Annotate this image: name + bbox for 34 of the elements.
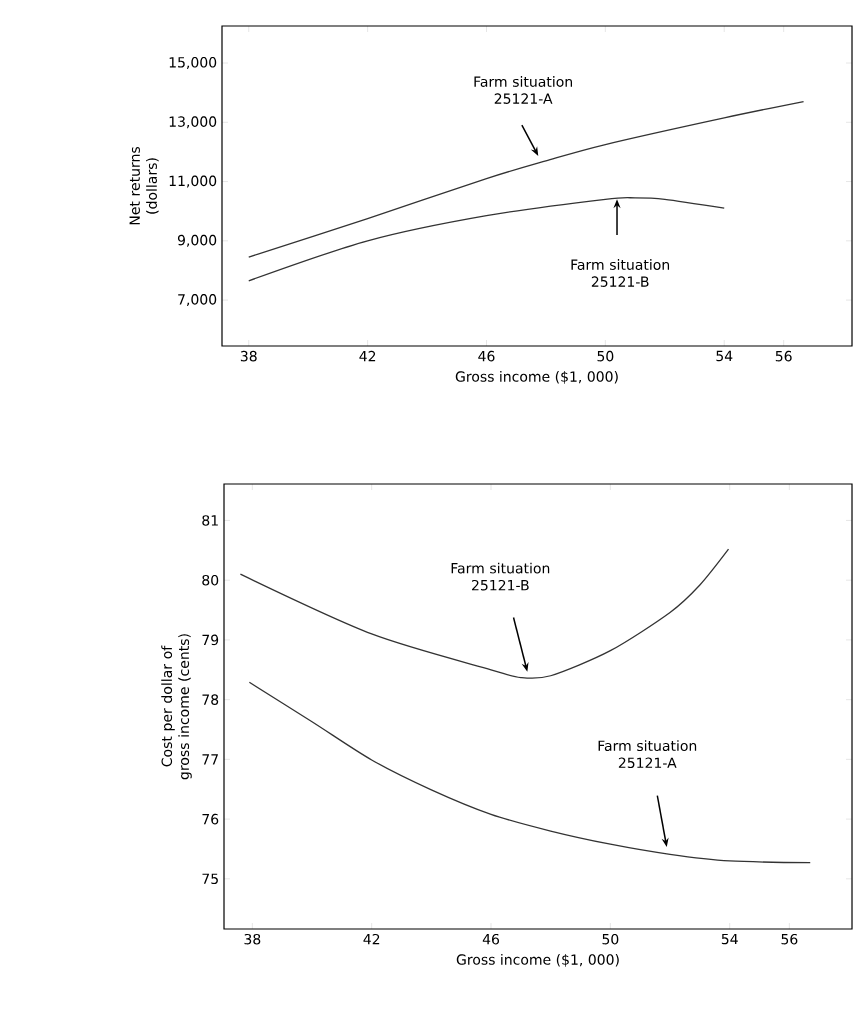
y-axis-title: Cost per dollar of gross income (cents) xyxy=(161,634,192,780)
y-tick-label: 13,000 xyxy=(169,116,217,129)
x-tick-label: 46 xyxy=(478,350,495,362)
x-tick-label: 38 xyxy=(244,933,261,945)
line-series xyxy=(248,681,811,864)
x-tick-label: 56 xyxy=(775,350,792,362)
y-tick-label: 15,000 xyxy=(169,57,217,70)
y-axis-title: Net returns (dollars) xyxy=(129,147,159,225)
x-tick-label: 50 xyxy=(597,350,614,362)
x-tick-label: 42 xyxy=(363,933,380,945)
y-tick-label: 7,000 xyxy=(178,294,217,307)
y-tick-label: 81 xyxy=(202,515,218,526)
y-tick-label: 9,000 xyxy=(177,234,217,247)
y-tick-label: 78 xyxy=(202,694,219,705)
x-axis-title: Gross income ($1, 000) xyxy=(456,954,619,967)
annotation: Farm situation 25121-A xyxy=(474,76,572,104)
y-tick-label: 11,000 xyxy=(169,175,217,188)
annotation: Farm situation 25121-A xyxy=(598,740,697,769)
y-tick-label: 76 xyxy=(202,813,219,825)
x-tick-label: 42 xyxy=(359,350,376,362)
x-tick-label: 50 xyxy=(602,933,619,945)
x-tick-label: 46 xyxy=(482,933,500,945)
annotation: Farm situation 25121-B xyxy=(451,562,550,591)
annotation: Farm situation 25121-B xyxy=(571,259,670,287)
line-series xyxy=(239,548,730,679)
y-tick-label: 75 xyxy=(202,873,218,885)
y-tick-label: 79 xyxy=(202,634,219,646)
x-tick-label: 56 xyxy=(781,933,798,945)
x-tick-label: 38 xyxy=(240,350,257,362)
x-tick-label: 54 xyxy=(721,933,738,945)
x-axis-title: Gross income ($1, 000) xyxy=(455,370,618,384)
y-tick-label: 77 xyxy=(202,754,218,765)
x-tick-label: 54 xyxy=(716,350,733,362)
y-tick-label: 80 xyxy=(202,574,219,586)
